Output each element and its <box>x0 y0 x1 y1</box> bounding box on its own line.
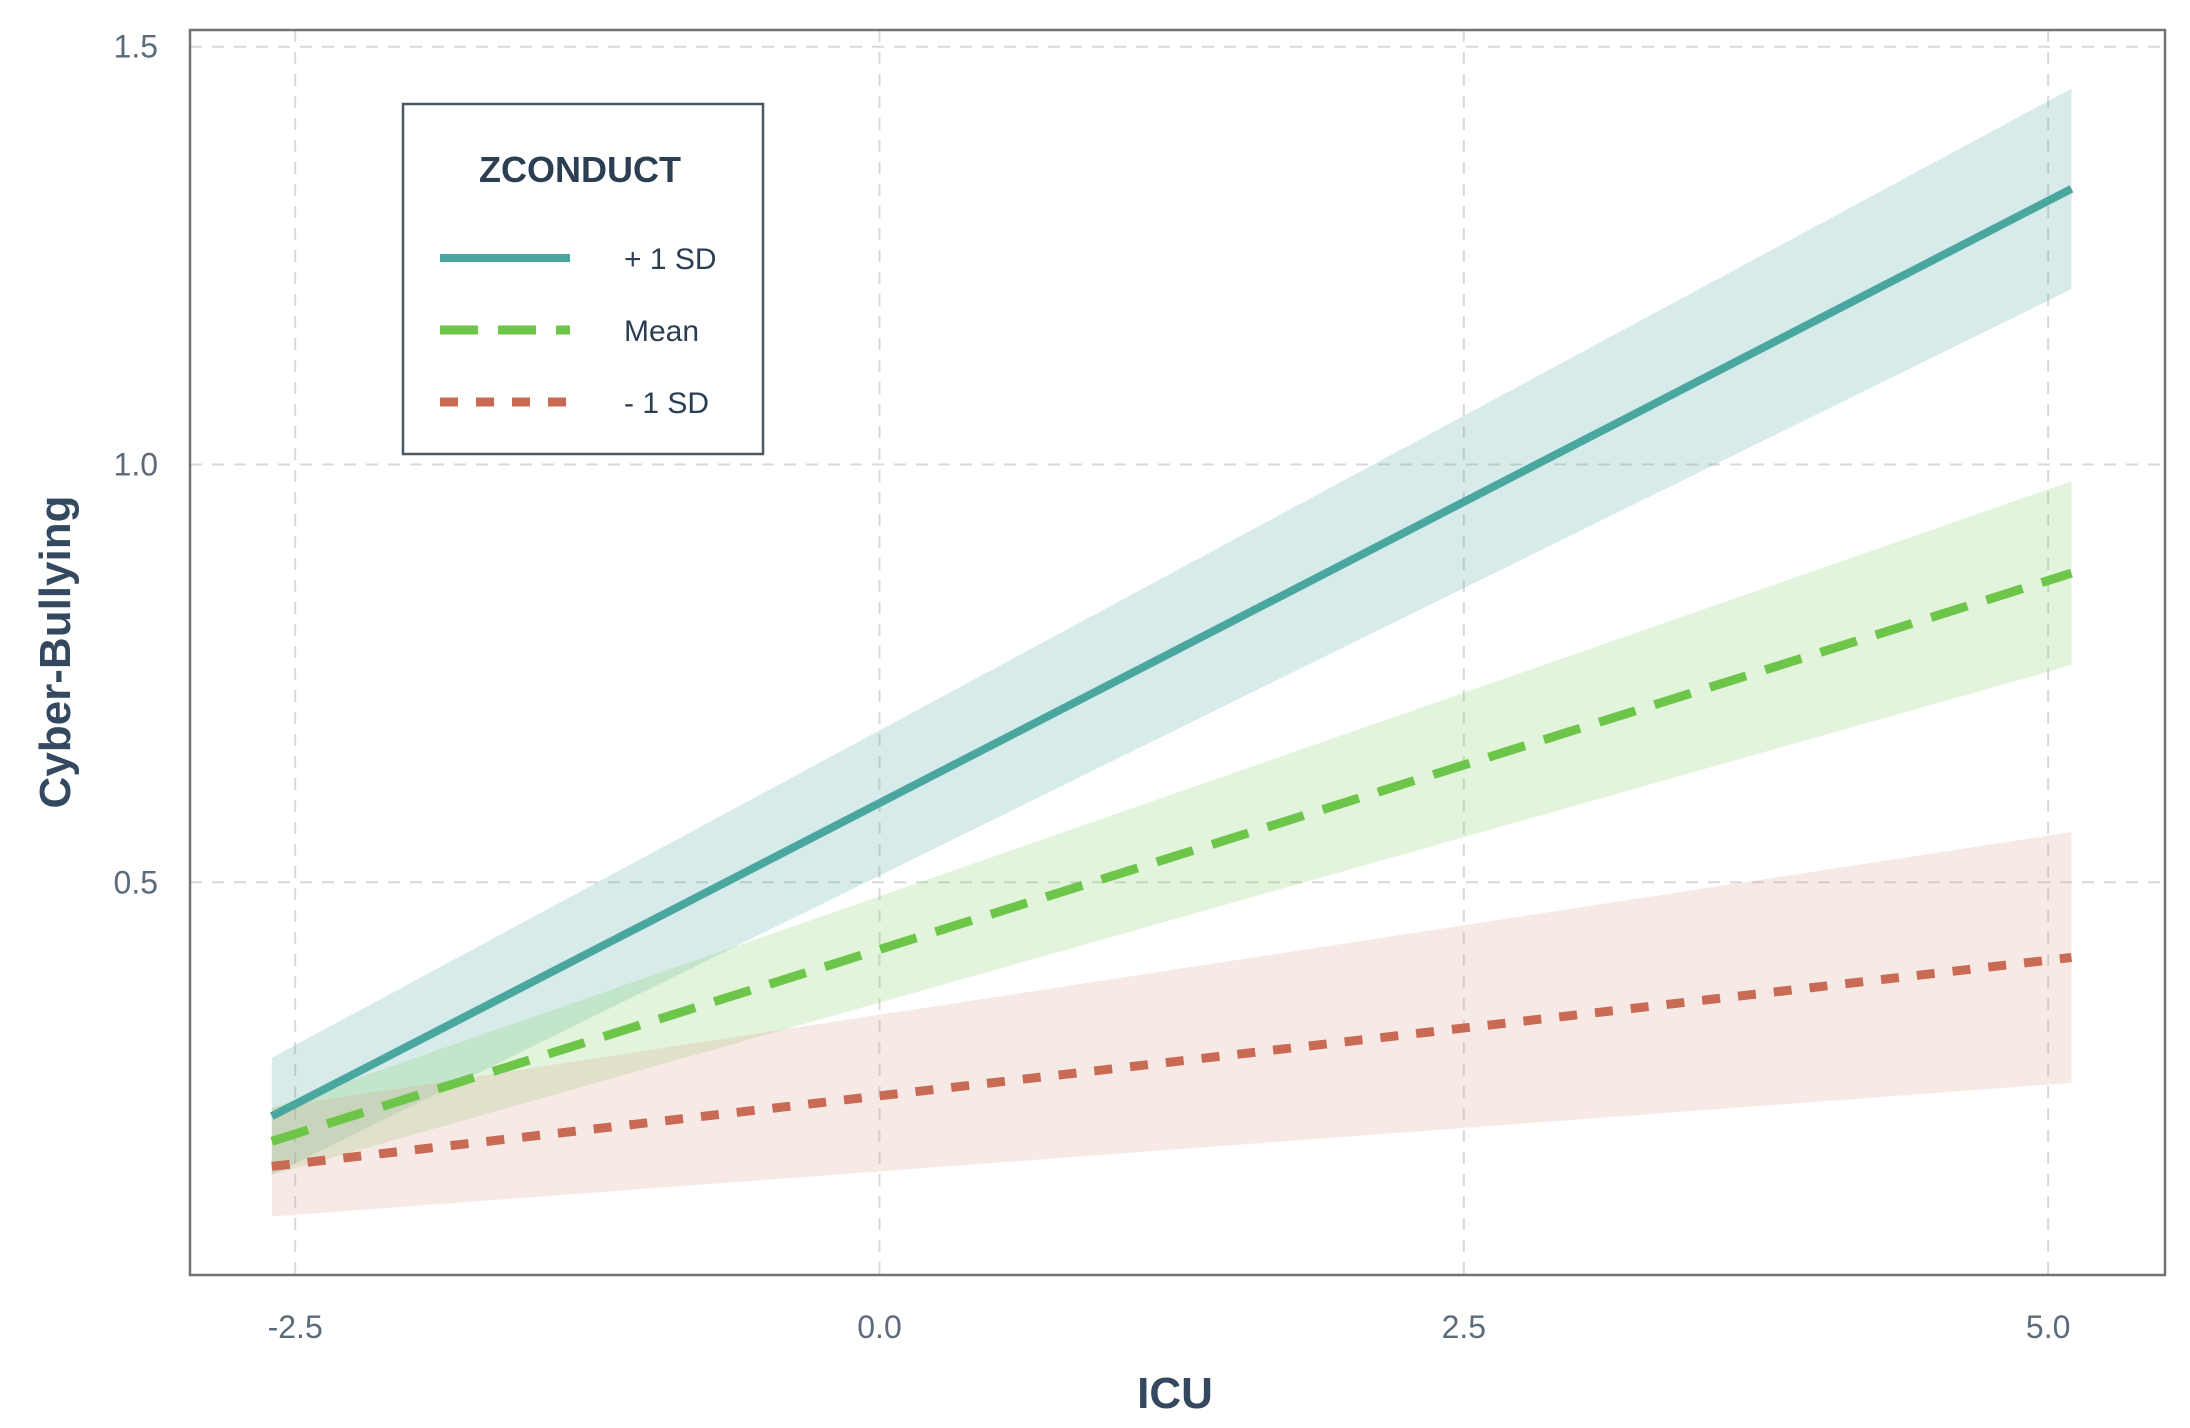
series-lines <box>269 185 2074 1171</box>
y-axis-title: Cyber-Bullying <box>31 496 80 809</box>
y-tick-label-1: 1.0 <box>114 446 158 482</box>
legend-label-0: + 1 SD <box>624 243 717 276</box>
legend-label-1: Mean <box>624 315 699 348</box>
y-tick-labels: 0.5 1.0 1.5 <box>114 29 158 901</box>
legend-title: ZCONDUCT <box>479 149 681 190</box>
x-tick-label-0: -2.5 <box>268 1309 323 1345</box>
y-tick-label-0: 0.5 <box>114 864 158 900</box>
x-tick-label-3: 5.0 <box>2026 1309 2070 1345</box>
confidence-band-2 <box>271 832 2072 1217</box>
legend-box <box>401 102 765 456</box>
x-tick-label-1: 0.0 <box>857 1309 901 1345</box>
x-tick-label-2: 2.5 <box>1442 1309 1486 1345</box>
legend: ZCONDUCT + 1 SD Mean - 1 SD <box>401 102 765 456</box>
confidence-band-0 <box>271 88 2072 1175</box>
legend-label-2: - 1 SD <box>624 387 709 420</box>
x-tick-labels: -2.5 0.0 2.5 5.0 <box>268 1309 2071 1345</box>
grid-lines <box>190 30 2165 1275</box>
legend-items: + 1 SD Mean - 1 SD <box>440 243 717 420</box>
y-tick-label-2: 1.5 <box>114 29 158 65</box>
series-line-2 <box>271 953 2073 1171</box>
plot-frame <box>188 28 2167 1277</box>
series-line-1 <box>270 568 2073 1146</box>
series-line-0 <box>269 185 2074 1120</box>
x-axis-title: ICU <box>1137 1369 1213 1418</box>
